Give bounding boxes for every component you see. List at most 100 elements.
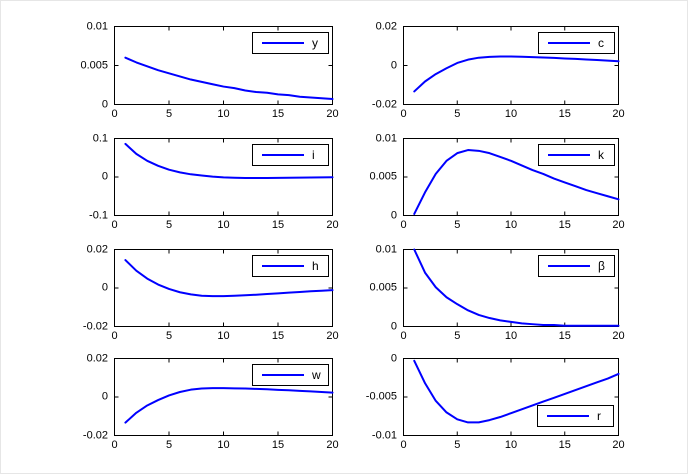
- x-tick-label: 20: [612, 219, 625, 231]
- axes-box: [403, 248, 620, 327]
- x-tick-label: 0: [111, 330, 118, 342]
- series-line-w: [124, 387, 334, 424]
- x-tick-label: 10: [504, 219, 518, 231]
- legend-label: β: [598, 259, 605, 273]
- x-tick-label: 5: [454, 439, 461, 451]
- subplot-w: -0.02 0 0.02 0 5 10 15 20 w: [83, 353, 339, 451]
- y-tick-label: -0.02: [82, 320, 108, 332]
- legend-line-sample: [547, 415, 589, 417]
- axes-box: [403, 138, 620, 216]
- y-tick-label: 0.1: [92, 132, 108, 144]
- x-tick-label: 10: [217, 219, 230, 231]
- y-tick-label: 0.02: [375, 20, 397, 32]
- x-tick-label: 15: [558, 219, 571, 231]
- axes-box: [403, 26, 620, 105]
- x-tick-label: 20: [612, 439, 625, 451]
- x-tick-label: 5: [165, 219, 173, 231]
- y-tick-label: -0.1: [89, 209, 108, 221]
- y-tick-label: 0.005: [80, 59, 108, 71]
- x-tick-label: 20: [612, 330, 625, 342]
- x-tick-label: 10: [504, 330, 518, 342]
- x-tick-label: 0: [111, 439, 118, 451]
- x-tick-label: 15: [558, 330, 571, 342]
- legend-line-sample: [262, 42, 304, 44]
- y-tick-label: 0: [390, 209, 397, 221]
- y-tick-label: 0: [101, 281, 108, 294]
- legend-w: w: [252, 364, 329, 386]
- axes-box: [114, 249, 334, 327]
- y-tick-label: -0.005: [365, 390, 397, 403]
- subplot-r: -0.01 -0.005 0 0 5 10 15 20 r: [366, 353, 625, 451]
- x-tick-label: 5: [454, 219, 461, 231]
- legend-label: r: [597, 409, 601, 423]
- series-line-c: [413, 55, 620, 93]
- x-tick-label: 5: [165, 330, 173, 342]
- y-tick-label: 0.02: [86, 352, 108, 364]
- subplot-k: 0 0.005 0.01 0 5 10 15 20 k: [369, 133, 624, 231]
- x-tick-label: 0: [400, 330, 407, 342]
- x-tick-label: 5: [454, 330, 461, 342]
- subplot-h: -0.02 0 0.02 0 5 10 15 20 h: [83, 244, 339, 342]
- x-tick-label: 20: [326, 219, 339, 231]
- y-tick-label: -0.01: [371, 429, 397, 441]
- y-tick-label: 0.01: [375, 243, 397, 255]
- series-line-i: [124, 142, 334, 180]
- y-tick-label: 0: [390, 352, 397, 364]
- y-tick-label: 0.005: [369, 170, 397, 183]
- legend-line-sample: [262, 265, 304, 267]
- legend-y: y: [252, 32, 329, 54]
- x-tick-label: 0: [111, 219, 118, 231]
- x-tick-label: 10: [217, 330, 230, 342]
- legend-label: i: [312, 148, 315, 162]
- legend-β: β: [538, 255, 615, 277]
- legend-line-sample: [548, 265, 590, 267]
- subplot-c: -0.02 0 0.02 0 5 10 15 20 c: [372, 21, 625, 120]
- x-tick-label: 0: [400, 108, 407, 120]
- legend-label: k: [598, 148, 604, 162]
- y-tick-label: -0.02: [371, 98, 397, 110]
- x-tick-label: 10: [217, 108, 230, 120]
- x-tick-label: 15: [271, 439, 285, 451]
- legend-line-sample: [548, 42, 590, 44]
- x-tick-label: 20: [326, 108, 339, 120]
- legend-line-sample: [262, 154, 304, 156]
- legend-label: y: [312, 36, 318, 50]
- y-tick-label: 0: [390, 320, 397, 332]
- y-tick-label: 0.02: [86, 243, 108, 255]
- x-tick-label: 0: [111, 108, 118, 120]
- legend-i: i: [252, 144, 329, 166]
- y-tick-label: 0: [390, 59, 397, 71]
- x-tick-label: 0: [400, 219, 407, 231]
- x-tick-label: 0: [400, 439, 407, 451]
- subplot-y: 0 0.005 0.01 0 5 10 15 20 y: [80, 21, 338, 120]
- y-tick-label: 0.005: [369, 281, 397, 294]
- y-tick-label: 0.01: [86, 20, 108, 32]
- axes-box: [403, 358, 620, 436]
- legend-label: h: [312, 259, 319, 273]
- subplot-i: -0.1 0 0.1 0 5 10 15 20 i: [89, 133, 339, 231]
- axes-box: [114, 26, 334, 105]
- x-tick-label: 15: [271, 330, 285, 342]
- legend-k: k: [538, 144, 615, 166]
- legend-line-sample: [548, 154, 590, 156]
- legend-c: c: [538, 32, 615, 54]
- x-tick-label: 20: [326, 330, 339, 342]
- series-line-β: [413, 248, 620, 327]
- legend-r: r: [537, 405, 614, 427]
- y-tick-label: 0: [101, 98, 108, 110]
- axes-box: [114, 138, 334, 216]
- x-tick-label: 15: [271, 219, 285, 231]
- y-tick-label: 0: [101, 170, 108, 183]
- x-tick-label: 10: [504, 439, 518, 451]
- x-tick-label: 20: [612, 108, 625, 120]
- axes-box: [114, 358, 334, 436]
- y-tick-label: 0.01: [375, 132, 397, 144]
- legend-label: c: [598, 36, 604, 50]
- x-tick-label: 5: [165, 439, 173, 451]
- series-line-h: [124, 259, 334, 298]
- y-tick-label: -0.02: [82, 429, 108, 441]
- x-tick-label: 20: [326, 439, 339, 451]
- x-tick-label: 15: [558, 108, 571, 120]
- legend-h: h: [252, 255, 329, 277]
